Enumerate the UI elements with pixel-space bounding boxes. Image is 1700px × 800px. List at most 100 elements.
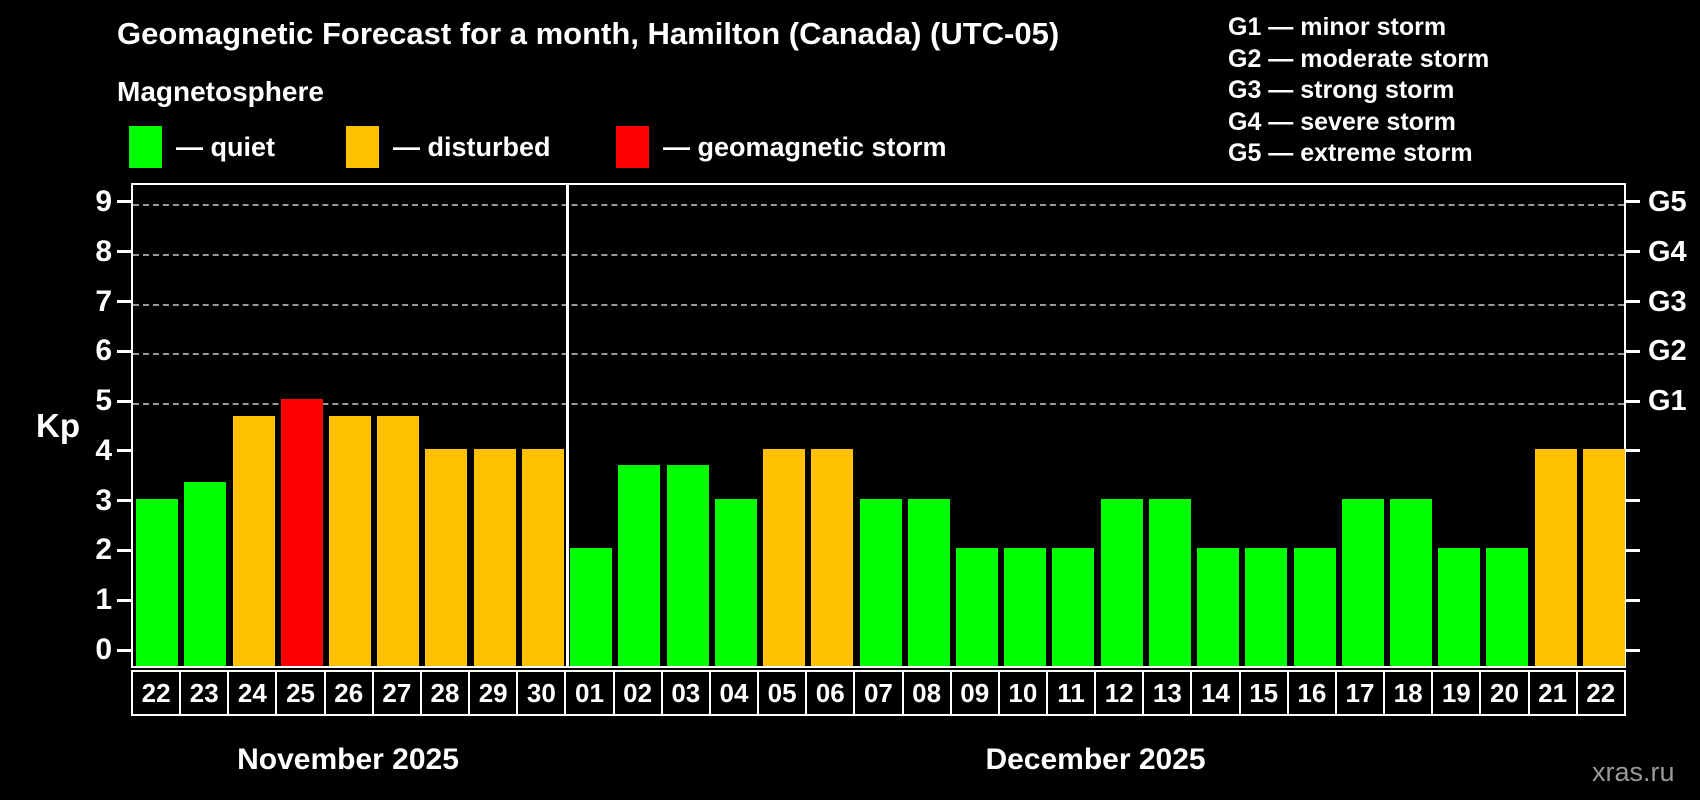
- kp-bar-day-20: [1486, 548, 1529, 666]
- chart-subtitle: Magnetosphere: [117, 76, 324, 107]
- right-axis-label-G3: G3: [1648, 285, 1687, 318]
- day-label-01: 01: [566, 670, 615, 716]
- y-axis-label-8: 8: [95, 234, 112, 268]
- day-label-25: 25: [277, 670, 326, 716]
- legend-swatch-disturbed-icon: [346, 126, 379, 168]
- g-legend-line-4: G4 — severe storm: [1228, 107, 1456, 136]
- y-axis-tick-left-3: [117, 499, 131, 503]
- y-axis-tick-right-4: [1626, 449, 1640, 453]
- day-label-02: 02: [614, 670, 663, 716]
- day-label-15: 15: [1240, 670, 1289, 716]
- kp-bar-day-03: [666, 465, 709, 666]
- y-axis-tick-left-4: [117, 449, 131, 453]
- kp-bar-day-11: [1052, 548, 1095, 666]
- y-axis-label-4: 4: [95, 433, 112, 467]
- y-axis-label-1: 1: [95, 583, 112, 617]
- kp-bar-day-14: [1197, 548, 1240, 666]
- day-label-08: 08: [903, 670, 952, 716]
- day-label-27: 27: [373, 670, 422, 716]
- kp-bar-day-17: [1341, 498, 1384, 666]
- chart-title: Geomagnetic Forecast for a month, Hamilt…: [117, 16, 1060, 51]
- kp-bar-day-12: [1100, 498, 1143, 666]
- kp-bar-day-02: [618, 465, 661, 666]
- month-separator: [565, 185, 569, 666]
- kp-bar-day-28: [425, 448, 468, 666]
- day-label-23: 23: [181, 670, 230, 716]
- g-legend-line-2: G2 — moderate storm: [1228, 44, 1490, 73]
- legend-label-storm: — geomagnetic storm: [663, 131, 947, 162]
- legend-swatch-storm-icon: [616, 126, 649, 168]
- legend-item-storm: — geomagnetic storm: [616, 122, 947, 172]
- kp-bar-day-08: [907, 498, 950, 666]
- day-label-29: 29: [470, 670, 519, 716]
- day-label-18: 18: [1385, 670, 1434, 716]
- right-axis-label-G1: G1: [1648, 385, 1687, 418]
- day-label-19: 19: [1433, 670, 1482, 716]
- kp-bar-day-23: [184, 482, 227, 666]
- kp-bar-day-16: [1293, 548, 1336, 666]
- kp-bar-day-15: [1245, 548, 1288, 666]
- kp-bar-day-29: [473, 448, 516, 666]
- y-axis-tick-right-5: [1626, 399, 1640, 403]
- day-label-10: 10: [999, 670, 1048, 716]
- y-axis-tick-left-8: [117, 250, 131, 254]
- day-label-26: 26: [325, 670, 374, 716]
- day-label-14: 14: [1192, 670, 1241, 716]
- month-label-november: November 2025: [237, 743, 459, 776]
- y-axis-tick-right-0: [1626, 648, 1640, 652]
- y-axis-tick-right-6: [1626, 349, 1640, 353]
- gridline-kp8: [133, 253, 1624, 256]
- y-axis-tick-left-1: [117, 598, 131, 602]
- kp-bar-day-01: [570, 548, 613, 666]
- kp-bar-day-05: [763, 448, 806, 666]
- month-label-december: December 2025: [985, 743, 1206, 776]
- day-label-06: 06: [807, 670, 856, 716]
- day-label-20: 20: [1481, 670, 1530, 716]
- y-axis-label-0: 0: [95, 633, 112, 666]
- day-label-22: 22: [1577, 670, 1626, 716]
- kp-bar-day-22: [136, 498, 179, 666]
- kp-bar-day-07: [859, 498, 902, 666]
- day-label-22: 22: [131, 670, 182, 716]
- right-axis-label-G5: G5: [1648, 185, 1687, 218]
- plot-area: [131, 183, 1626, 668]
- y-axis-tick-left-5: [117, 399, 131, 403]
- y-axis-tick-right-8: [1626, 250, 1640, 254]
- gridline-kp6: [133, 353, 1624, 356]
- y-axis-label-5: 5: [95, 384, 112, 418]
- day-label-28: 28: [421, 670, 471, 716]
- kp-bar-day-09: [955, 548, 998, 666]
- y-axis-label-6: 6: [95, 334, 112, 368]
- day-label-09: 09: [951, 670, 1000, 716]
- kp-bar-day-04: [714, 498, 757, 666]
- kp-bar-day-27: [377, 415, 420, 666]
- y-axis-tick-right-2: [1626, 548, 1640, 552]
- kp-bar-day-24: [232, 415, 275, 666]
- kp-bar-day-21: [1534, 448, 1577, 666]
- g-scale-legend: G1 — minor storm G2 — moderate storm G3 — …: [1228, 12, 1489, 170]
- y-axis-label-9: 9: [95, 184, 112, 218]
- day-label-16: 16: [1288, 670, 1337, 716]
- day-label-03: 03: [662, 670, 711, 716]
- gridline-kp7: [133, 303, 1624, 306]
- status-legend: — quiet — disturbed — geomagnetic storm: [0, 122, 1100, 172]
- day-label-24: 24: [229, 670, 278, 716]
- gridline-kp5: [133, 403, 1624, 406]
- y-axis-label-3: 3: [95, 483, 112, 517]
- kp-bar-day-22: [1582, 448, 1625, 666]
- kp-bar-day-06: [811, 448, 854, 666]
- y-axis-tick-left-9: [117, 200, 131, 204]
- legend-swatch-quiet-icon: [129, 126, 162, 168]
- y-axis-tick-left-7: [117, 300, 131, 304]
- day-label-05: 05: [759, 670, 808, 716]
- kp-bar-day-19: [1438, 548, 1481, 666]
- day-label-12: 12: [1096, 670, 1145, 716]
- day-label-07: 07: [855, 670, 904, 716]
- y-axis-label-2: 2: [95, 533, 112, 567]
- kp-bar-day-10: [1004, 548, 1047, 666]
- right-axis-label-G2: G2: [1648, 335, 1687, 368]
- day-label-11: 11: [1047, 670, 1097, 716]
- y-axis-title: Kp: [36, 407, 80, 444]
- right-axis-label-G4: G4: [1648, 235, 1687, 268]
